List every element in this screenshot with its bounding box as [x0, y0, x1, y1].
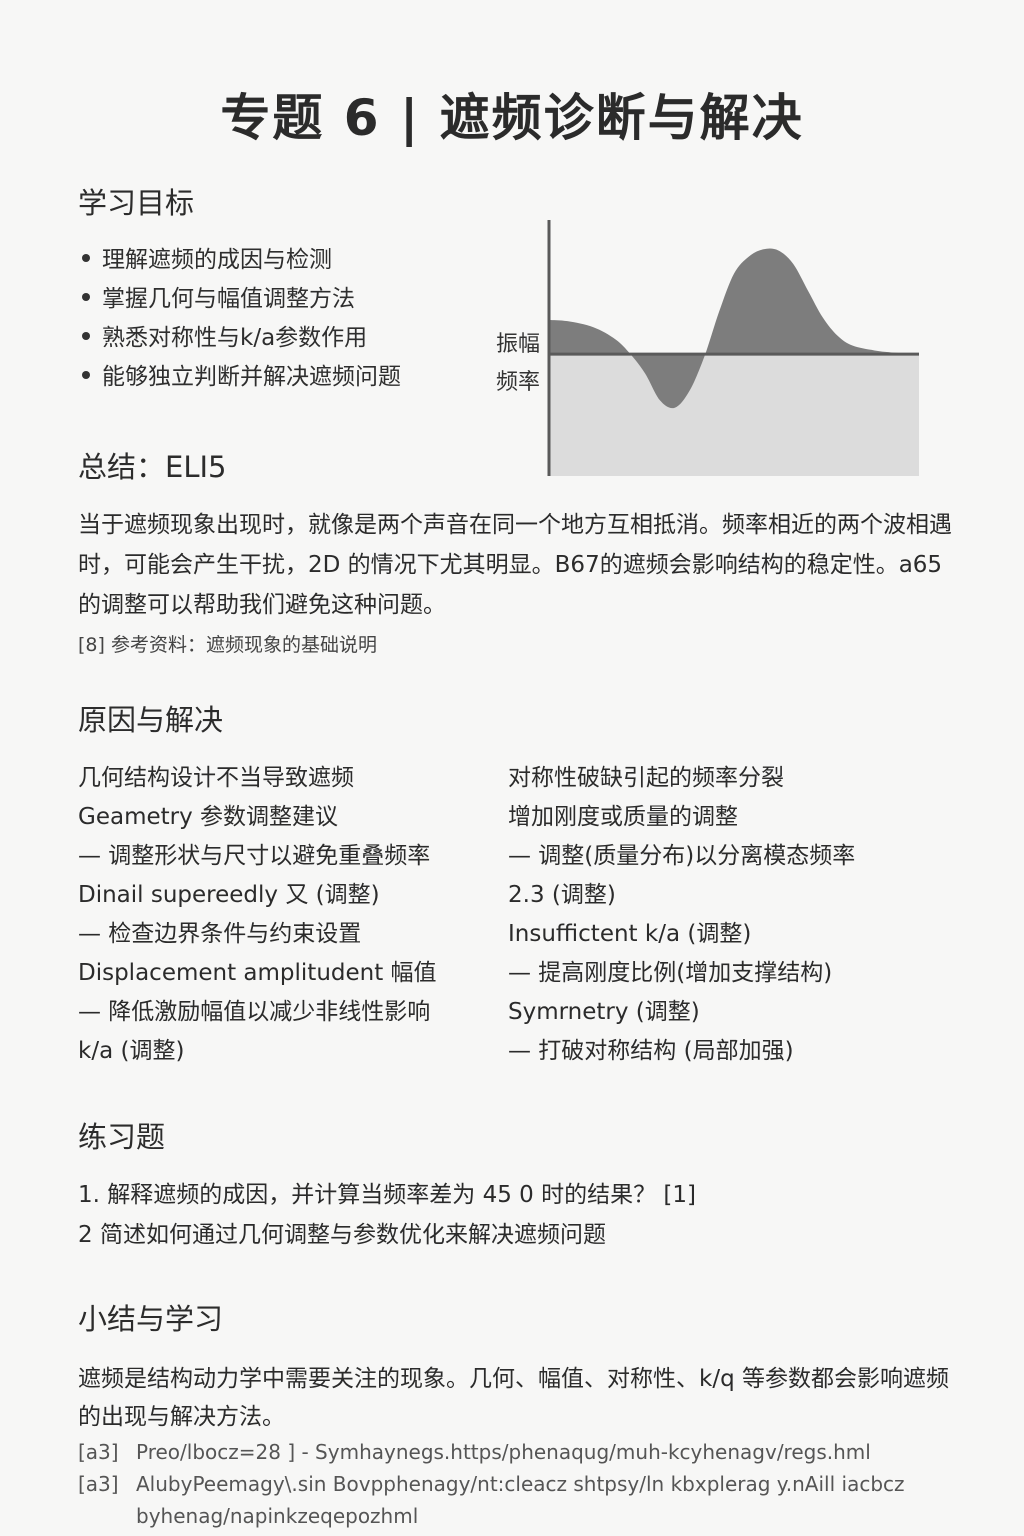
exercise-list: 1. 解释遮频的成因，并计算当频率差为 45 0 时的结果？ [1] 2 简述如… — [78, 1175, 696, 1255]
eli5-heading: 总结：ELI5 — [78, 450, 227, 484]
cause-line: — 调整形状与尺寸以避免重叠频率 — [78, 843, 431, 869]
cause-line: Insuffictent k/a (调整) — [508, 921, 752, 947]
side-label-frequency: 频率 — [496, 370, 541, 395]
summary-paragraph: 遮频是结构动力学中需要关注的现象。几何、幅值、对称性、k/q 等参数都会影响遮频… — [78, 1366, 949, 1430]
reference-number: [a3] — [78, 1440, 119, 1464]
eli5-paragraph: 当于遮频现象出现时，就像是两个声音在同一个地方互相抵消。频率相近的两个波相遇时，… — [78, 505, 958, 665]
cause-line: — 调整(质量分布)以分离模态频率 — [508, 843, 856, 869]
cause-line: k/a (调整) — [78, 1038, 185, 1064]
causes-right-column: 对称性破缺引起的频率分裂 增加刚度或质量的调整 — 调整(质量分布)以分离模态频… — [508, 759, 855, 1071]
cause-line: Dinail supereedly 又 (调整) — [78, 882, 380, 908]
waveform-area — [549, 248, 919, 409]
below-baseline-fill — [549, 354, 919, 476]
cause-line: 2.3 (调整) — [508, 882, 616, 908]
eli5-reference: [8] 参考资料：遮频现象的基础说明 — [78, 634, 377, 656]
bullet-dot-icon — [82, 292, 90, 301]
waveform-chart — [545, 218, 921, 478]
bullet-dot-icon — [82, 331, 90, 340]
exercises-heading: 练习题 — [78, 1120, 166, 1154]
objectives-list: 理解遮频的成因与检测 掌握几何与幅值调整方法 熟悉对称性与k/a参数作用 能够独… — [82, 243, 401, 399]
objective-text: 掌握几何与幅值调整方法 — [102, 286, 355, 312]
reference-item: byhenag/napinkzeqepozhml — [78, 1500, 905, 1532]
objective-text: 能够独立判断并解决遮频问题 — [102, 364, 401, 390]
cause-line: — 检查边界条件与约束设置 — [78, 921, 362, 947]
exercise-item: 1. 解释遮频的成因，并计算当频率差为 45 0 时的结果？ [1] — [78, 1182, 696, 1208]
objective-item: 掌握几何与幅值调整方法 — [82, 282, 401, 321]
cause-line: — 降低激励幅值以减少非线性影响 — [78, 999, 431, 1025]
reference-number — [78, 1500, 136, 1532]
reference-item: [a3] Preo/lbocz=28 ] - Symhaynegs.https/… — [78, 1436, 905, 1468]
reference-link[interactable]: Preo/lbocz=28 ] - Symhaynegs.https/phena… — [136, 1440, 871, 1464]
bullet-dot-icon — [82, 370, 90, 379]
exercise-item: 2 简述如何通过几何调整与参数优化来解决遮频问题 — [78, 1222, 606, 1248]
cause-line: — 提高刚度比例(增加支撑结构) — [508, 960, 833, 986]
objective-text: 理解遮频的成因与检测 — [102, 247, 332, 273]
reference-link[interactable]: byhenag/napinkzeqepozhml — [136, 1504, 419, 1528]
reference-item: [a3] AlubyPeemagy\.sin Bovpphenagy/nt:cl… — [78, 1468, 905, 1500]
objectives-heading: 学习目标 — [78, 186, 195, 220]
page-title: 专题 6 | 遮频诊断与解决 — [220, 89, 804, 147]
bullet-dot-icon — [82, 253, 90, 262]
cause-line: Symrnetry (调整) — [508, 999, 700, 1025]
waveform-chart-svg — [547, 220, 919, 476]
side-label-amplitude: 振幅 — [496, 332, 541, 357]
reference-number: [a3] — [78, 1472, 119, 1496]
objective-item: 能够独立判断并解决遮频问题 — [82, 360, 401, 399]
objective-text: 熟悉对称性与k/a参数作用 — [102, 325, 368, 351]
objective-item: 熟悉对称性与k/a参数作用 — [82, 321, 401, 360]
cause-line: — 打破对称结构 (局部加强) — [508, 1038, 794, 1064]
eli5-paragraph-text: 当于遮频现象出现时，就像是两个声音在同一个地方互相抵消。频率相近的两个波相遇时，… — [78, 512, 952, 618]
cause-line: 几何结构设计不当导致遮频 — [78, 765, 354, 791]
references-list: [a3] Preo/lbocz=28 ] - Symhaynegs.https/… — [78, 1436, 905, 1532]
cause-line: 对称性破缺引起的频率分裂 — [508, 765, 784, 791]
summary-heading: 小结与学习 — [78, 1302, 224, 1336]
objective-item: 理解遮频的成因与检测 — [82, 243, 401, 282]
causes-heading: 原因与解决 — [78, 703, 224, 737]
causes-left-column: 几何结构设计不当导致遮频 Geametry 参数调整建议 — 调整形状与尺寸以避… — [78, 759, 437, 1071]
cause-line: Displacement amplitudent 幅值 — [78, 960, 437, 986]
cause-line: Geametry 参数调整建议 — [78, 804, 339, 830]
cause-line: 增加刚度或质量的调整 — [508, 804, 738, 830]
reference-link[interactable]: AlubyPeemagy\.sin Bovpphenagy/nt:cleacz … — [136, 1472, 905, 1496]
